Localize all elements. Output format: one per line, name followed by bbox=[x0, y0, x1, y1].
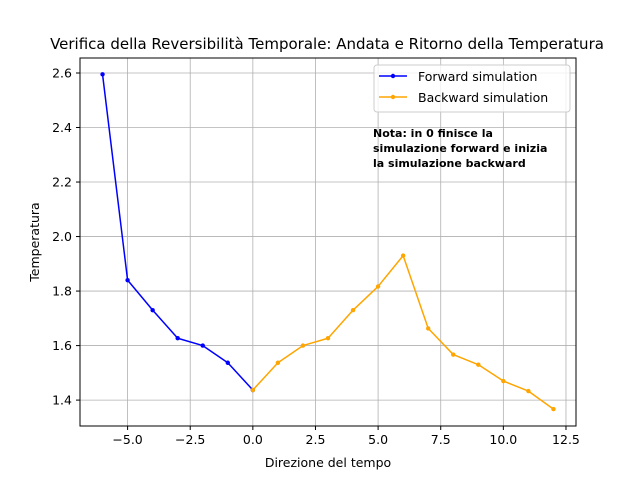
data-point-backward bbox=[551, 406, 556, 412]
data-point-forward bbox=[125, 277, 130, 283]
legend-box bbox=[373, 64, 571, 113]
data-point-backward bbox=[501, 378, 506, 384]
series-layer bbox=[100, 72, 556, 412]
x-tick-label: 7.5 bbox=[431, 432, 451, 447]
data-point-backward bbox=[526, 388, 531, 394]
y-axis-label: Temperatura bbox=[27, 202, 42, 282]
series-line-forward bbox=[101, 74, 254, 391]
x-tick-label: −2.5 bbox=[175, 432, 205, 447]
annotation-note: Nota: in 0 finisce la simulazione forwar… bbox=[373, 127, 547, 170]
y-tick-label: 2.4 bbox=[52, 120, 72, 135]
y-tick-label: 2.6 bbox=[52, 65, 72, 80]
data-point-forward bbox=[225, 360, 230, 365]
x-axis-label: Direzione del tempo bbox=[265, 455, 391, 470]
x-tick-label: 2.5 bbox=[306, 432, 326, 447]
data-point-backward bbox=[300, 343, 306, 348]
chart-title: Verifica della Reversibilità Temporale: … bbox=[50, 35, 604, 53]
data-point-backward bbox=[476, 362, 481, 367]
legend-marker-backward bbox=[390, 94, 396, 100]
axis-ticks: −5.0 −2.5 0.0 2.5 5.0 7.5 10.0 12.5 1.4 1.6 1.8 2.0… bbox=[52, 65, 580, 447]
legend-marker-forward bbox=[390, 73, 396, 79]
series-line-backward bbox=[252, 254, 554, 410]
legend-label-forward: Forward simulation bbox=[418, 69, 537, 84]
data-point-backward bbox=[325, 336, 331, 341]
y-tick-label: 1.8 bbox=[52, 284, 72, 299]
x-tick-label: 0.0 bbox=[243, 432, 263, 447]
legend: Forward simulation Backward simulation bbox=[373, 64, 571, 113]
data-point-backward bbox=[451, 352, 456, 357]
data-point-forward bbox=[200, 343, 205, 348]
x-tick-label: −5.0 bbox=[112, 432, 142, 447]
x-tick-label: 5.0 bbox=[368, 432, 388, 447]
data-point-backward bbox=[400, 253, 406, 258]
data-point-backward bbox=[275, 360, 281, 365]
grid bbox=[80, 58, 576, 426]
annotation-line-2: simulazione forward e inizia bbox=[373, 142, 547, 155]
annotation-line-1: Nota: in 0 finisce la bbox=[373, 127, 493, 140]
data-point-backward bbox=[375, 284, 381, 289]
data-point-forward bbox=[150, 307, 155, 313]
data-point-backward bbox=[426, 326, 431, 331]
y-tick-label: 1.4 bbox=[52, 393, 72, 408]
data-point-backward bbox=[250, 387, 256, 393]
x-tick-label: 12.5 bbox=[552, 432, 580, 447]
annotation-line-3: la simulazione backward bbox=[373, 157, 526, 170]
data-point-backward bbox=[350, 307, 356, 313]
legend-label-backward: Backward simulation bbox=[418, 90, 548, 105]
plot-frame bbox=[79, 57, 577, 427]
data-point-forward bbox=[100, 72, 105, 77]
x-tick-label: 10.0 bbox=[489, 432, 517, 447]
y-tick-label: 2.2 bbox=[52, 175, 72, 190]
y-tick-label: 2.0 bbox=[52, 229, 72, 244]
y-tick-label: 1.6 bbox=[52, 338, 72, 353]
data-point-forward bbox=[175, 336, 180, 341]
